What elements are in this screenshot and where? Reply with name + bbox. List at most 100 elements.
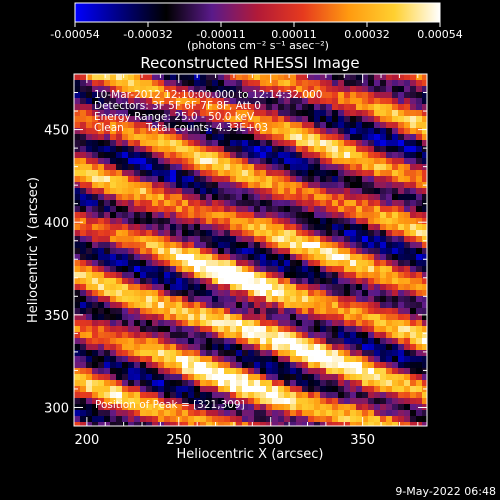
heatmap-cell — [320, 176, 326, 182]
heatmap-cell — [368, 92, 374, 98]
heatmap-cell — [170, 278, 176, 284]
heatmap-cell — [176, 230, 182, 236]
heatmap-cell — [386, 80, 392, 86]
heatmap-cell — [164, 350, 170, 356]
heatmap-cell — [152, 230, 158, 236]
heatmap-cell — [254, 194, 260, 200]
heatmap-cell — [92, 212, 98, 218]
heatmap-cell — [128, 230, 134, 236]
heatmap-cell — [188, 200, 194, 206]
heatmap-cell — [206, 374, 212, 380]
heatmap-cell — [212, 212, 218, 218]
heatmap-cell — [272, 404, 278, 410]
heatmap-cell — [290, 392, 296, 398]
heatmap-cell — [332, 140, 338, 146]
heatmap-cell — [368, 386, 374, 392]
heatmap-cell — [128, 296, 134, 302]
colorbar-tick-label: 0.00054 — [417, 28, 463, 41]
heatmap-cell — [356, 356, 362, 362]
heatmap-cell — [236, 362, 242, 368]
heatmap-cell — [332, 290, 338, 296]
heatmap-cell — [146, 374, 152, 380]
heatmap-cell — [110, 140, 116, 146]
heatmap-cell — [290, 398, 296, 404]
heatmap-cell — [242, 164, 248, 170]
heatmap-cell — [266, 422, 272, 426]
heatmap-cell — [86, 320, 92, 326]
heatmap-cell — [404, 374, 410, 380]
heatmap-cell — [200, 86, 206, 92]
heatmap-cell — [104, 164, 110, 170]
heatmap-cell — [272, 338, 278, 344]
heatmap-cell — [392, 398, 398, 404]
heatmap-cell — [356, 200, 362, 206]
heatmap-cell — [110, 284, 116, 290]
heatmap-cell — [326, 356, 332, 362]
heatmap-cell — [206, 134, 212, 140]
heatmap-cell — [80, 422, 86, 426]
heatmap-cell — [416, 128, 422, 134]
heatmap-cell — [242, 194, 248, 200]
heatmap-cell — [374, 290, 380, 296]
heatmap-cell — [260, 362, 266, 368]
heatmap-cell — [350, 422, 356, 426]
heatmap-cell — [398, 98, 404, 104]
heatmap-cell — [182, 368, 188, 374]
heatmap-cell — [200, 140, 206, 146]
heatmap-cell — [302, 110, 308, 116]
heatmap-cell — [164, 302, 170, 308]
heatmap-cell — [368, 416, 374, 422]
heatmap-cell — [296, 422, 302, 426]
heatmap-cell — [344, 224, 350, 230]
heatmap-cell — [128, 302, 134, 308]
heatmap-cell — [254, 110, 260, 116]
heatmap-cell — [80, 230, 86, 236]
heatmap-cell — [176, 374, 182, 380]
heatmap-cell — [416, 350, 422, 356]
heatmap-cell — [260, 416, 266, 422]
heatmap-cell — [248, 86, 254, 92]
heatmap-cell — [422, 74, 427, 80]
heatmap-cell — [152, 278, 158, 284]
heatmap-cell — [182, 356, 188, 362]
heatmap-cell — [98, 110, 104, 116]
heatmap-cell — [386, 248, 392, 254]
heatmap-cell — [176, 176, 182, 182]
heatmap-cell — [218, 290, 224, 296]
heatmap-cell — [116, 422, 122, 426]
heatmap-cell — [272, 266, 278, 272]
heatmap-cell — [380, 296, 386, 302]
heatmap-cell — [386, 338, 392, 344]
heatmap-cell — [338, 290, 344, 296]
heatmap-cell — [86, 302, 92, 308]
heatmap-cell — [218, 140, 224, 146]
heatmap-cell — [86, 170, 92, 176]
heatmap-cell — [356, 188, 362, 194]
heatmap-cell — [122, 398, 128, 404]
heatmap-cell — [416, 158, 422, 164]
heatmap-cell — [326, 110, 332, 116]
heatmap-cell — [344, 188, 350, 194]
heatmap-cell — [302, 392, 308, 398]
colorbar-units: (photons cm⁻² s⁻¹ asec⁻²) — [187, 39, 329, 52]
heatmap-cell — [164, 332, 170, 338]
heatmap-cell — [386, 230, 392, 236]
heatmap-cell — [116, 392, 122, 398]
heatmap-cell — [284, 230, 290, 236]
heatmap-cell — [392, 302, 398, 308]
heatmap-cell — [74, 302, 80, 308]
heatmap-cell — [170, 296, 176, 302]
heatmap-cell — [314, 308, 320, 314]
heatmap-cell — [338, 422, 344, 426]
heatmap-cell — [236, 116, 242, 122]
heatmap-cell — [332, 218, 338, 224]
heatmap-cell — [308, 404, 314, 410]
heatmap-cell — [302, 398, 308, 404]
heatmap-cell — [80, 236, 86, 242]
heatmap-cell — [260, 134, 266, 140]
heatmap-cell — [128, 200, 134, 206]
heatmap-cell — [128, 146, 134, 152]
annotation-counts: Total counts: 4.33E+03 — [145, 122, 268, 134]
heatmap-cell — [356, 134, 362, 140]
heatmap-cell — [218, 422, 224, 426]
